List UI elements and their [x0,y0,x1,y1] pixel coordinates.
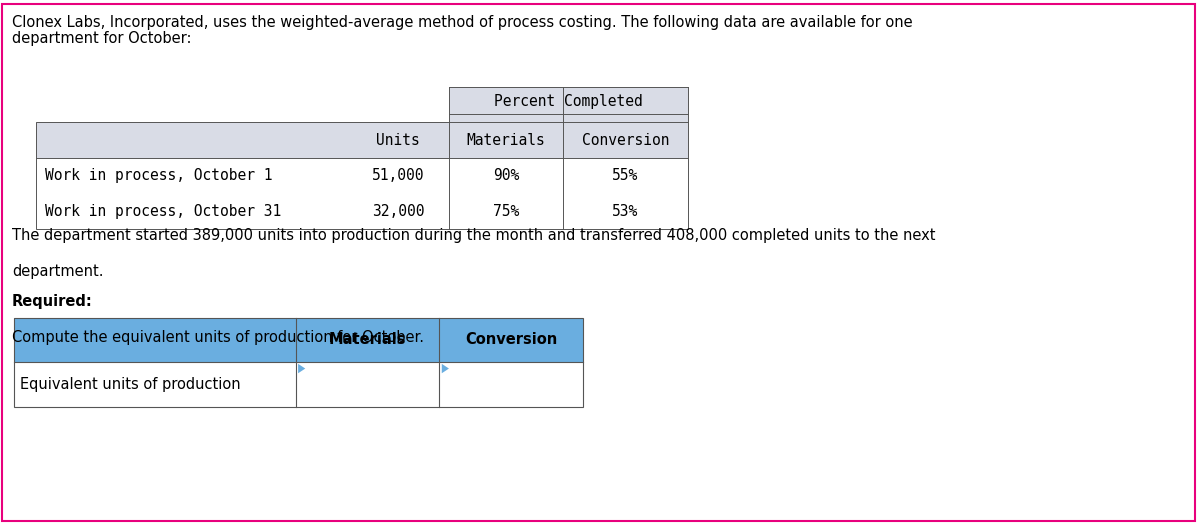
Text: Equivalent units of production: Equivalent units of production [20,377,241,392]
Text: Materials: Materials [329,332,407,348]
Text: department for October:: department for October: [12,32,192,47]
Bar [36,194,689,229]
Text: 55%: 55% [612,169,638,183]
Text: The department started 389,000 units into production during the month and transf: The department started 389,000 units int… [12,228,936,244]
Text: Compute the equivalent units of production for October.: Compute the equivalent units of producti… [12,330,424,345]
Text: Materials: Materials [467,133,545,148]
Text: Work in process, October 1: Work in process, October 1 [46,169,272,183]
Text: Clonex Labs, Incorporated, uses the weighted-average method of process costing. : Clonex Labs, Incorporated, uses the weig… [12,15,912,30]
Polygon shape [298,364,305,373]
Bar [449,87,689,122]
Text: Conversion: Conversion [582,133,670,148]
Text: 75%: 75% [493,204,518,219]
Text: 32,000: 32,000 [372,204,425,219]
Text: Required:: Required: [12,294,92,309]
Bar [14,318,583,362]
Text: department.: department. [12,264,103,279]
Bar [36,122,689,158]
Text: Percent Completed: Percent Completed [494,94,643,109]
Text: Conversion: Conversion [466,332,557,348]
Polygon shape [442,364,449,373]
Text: 90%: 90% [493,169,518,183]
Text: 51,000: 51,000 [372,169,425,183]
Bar [36,158,689,194]
Bar [14,362,583,407]
Text: Units: Units [376,133,420,148]
Text: Work in process, October 31: Work in process, October 31 [46,204,282,219]
Text: 53%: 53% [612,204,638,219]
